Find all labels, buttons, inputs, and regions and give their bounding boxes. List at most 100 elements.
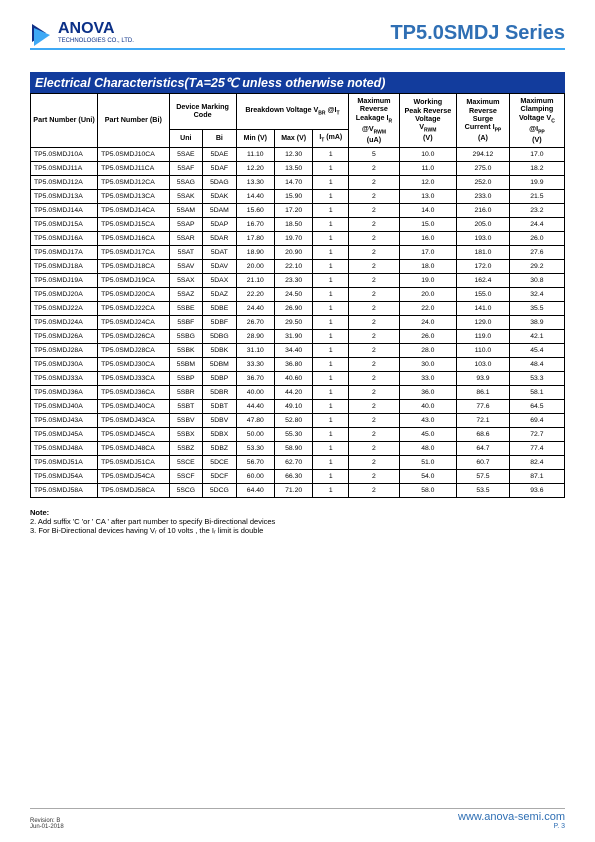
logo-name: ANOVA — [58, 20, 134, 38]
footer-url: www.anova-semi.com — [458, 811, 565, 823]
table-cell: 5SCE — [169, 456, 203, 470]
table-cell: 1 — [313, 456, 349, 470]
table-cell: 48.4 — [509, 358, 564, 372]
table-cell: 2 — [349, 372, 399, 386]
table-cell: TP5.0SMDJ26CA — [98, 330, 169, 344]
th-maxv: Max (V) — [274, 129, 312, 148]
table-cell: 5SBV — [169, 414, 203, 428]
table-cell: 5DAP — [203, 218, 237, 232]
table-cell: 2 — [349, 218, 399, 232]
table-cell: 5DAZ — [203, 288, 237, 302]
table-cell: 17.20 — [274, 204, 312, 218]
table-body: TP5.0SMDJ10ATP5.0SMDJ10CA5SAE5DAE11.1012… — [31, 148, 565, 498]
table-cell: 2 — [349, 400, 399, 414]
table-cell: 12.0 — [399, 176, 457, 190]
table-cell: TP5.0SMDJ13A — [31, 190, 98, 204]
table-cell: 2 — [349, 204, 399, 218]
table-cell: 5DCE — [203, 456, 237, 470]
table-cell: 40.0 — [399, 400, 457, 414]
table-cell: 2 — [349, 260, 399, 274]
logo-text: ANOVA TECHNOLOGIES CO., LTD. — [58, 20, 134, 44]
table-cell: 5DAE — [203, 148, 237, 162]
table-cell: 5SAE — [169, 148, 203, 162]
table-cell: 24.4 — [509, 218, 564, 232]
table-cell: 5DBE — [203, 302, 237, 316]
table-cell: 15.90 — [274, 190, 312, 204]
table-cell: 5SAZ — [169, 288, 203, 302]
table-cell: 15.60 — [236, 204, 274, 218]
table-cell: 20.90 — [274, 246, 312, 260]
table-row: TP5.0SMDJ15ATP5.0SMDJ15CA5SAP5DAP16.7018… — [31, 218, 565, 232]
table-cell: TP5.0SMDJ12CA — [98, 176, 169, 190]
table-cell: 30.8 — [509, 274, 564, 288]
table-cell: 16.0 — [399, 232, 457, 246]
table-row: TP5.0SMDJ48ATP5.0SMDJ48CA5SBZ5DBZ53.3058… — [31, 442, 565, 456]
table-cell: 252.0 — [457, 176, 510, 190]
notes-heading: Note: — [30, 508, 565, 517]
table-cell: TP5.0SMDJ58A — [31, 484, 98, 498]
table-cell: 49.10 — [274, 400, 312, 414]
table-cell: 40.00 — [236, 386, 274, 400]
table-cell: TP5.0SMDJ36A — [31, 386, 98, 400]
table-cell: 1 — [313, 176, 349, 190]
table-cell: 38.9 — [509, 316, 564, 330]
table-cell: 2 — [349, 232, 399, 246]
table-row: TP5.0SMDJ43ATP5.0SMDJ43CA5SBV5DBV47.8052… — [31, 414, 565, 428]
table-cell: 5SAK — [169, 190, 203, 204]
table-cell: 21.5 — [509, 190, 564, 204]
table-cell: 13.0 — [399, 190, 457, 204]
table-cell: 5SAX — [169, 274, 203, 288]
th-part-uni-label: Part Number (Uni) — [33, 116, 95, 124]
table-cell: TP5.0SMDJ43A — [31, 414, 98, 428]
table-cell: 22.20 — [236, 288, 274, 302]
table-cell: TP5.0SMDJ22CA — [98, 302, 169, 316]
table-cell: 64.5 — [509, 400, 564, 414]
table-cell: 5DAR — [203, 232, 237, 246]
table-cell: TP5.0SMDJ28CA — [98, 344, 169, 358]
table-cell: 1 — [313, 442, 349, 456]
table-cell: 24.40 — [236, 302, 274, 316]
table-cell: 1 — [313, 232, 349, 246]
table-cell: 50.00 — [236, 428, 274, 442]
th-vrwm: WorkingPeak ReverseVoltageVRWM(V) — [399, 94, 457, 148]
table-cell: 18.90 — [236, 246, 274, 260]
table-cell: 2 — [349, 456, 399, 470]
page: ANOVA TECHNOLOGIES CO., LTD. TP5.0SMDJ S… — [0, 0, 595, 842]
table-cell: 1 — [313, 274, 349, 288]
logo-sub: TECHNOLOGIES CO., LTD. — [58, 38, 134, 44]
table-cell: TP5.0SMDJ19A — [31, 274, 98, 288]
table-cell: 5DBT — [203, 400, 237, 414]
table-cell: 1 — [313, 344, 349, 358]
table-cell: 2 — [349, 470, 399, 484]
table-cell: 30.0 — [399, 358, 457, 372]
table-cell: 5DCG — [203, 484, 237, 498]
table-cell: TP5.0SMDJ15A — [31, 218, 98, 232]
logo: ANOVA TECHNOLOGIES CO., LTD. — [30, 20, 134, 46]
page-header: ANOVA TECHNOLOGIES CO., LTD. TP5.0SMDJ S… — [30, 20, 565, 50]
table-cell: 42.1 — [509, 330, 564, 344]
table-cell: 141.0 — [457, 302, 510, 316]
th-part-bi: Part Number (Bi) — [98, 94, 169, 148]
table-row: TP5.0SMDJ22ATP5.0SMDJ22CA5SBE5DBE24.4026… — [31, 302, 565, 316]
th-leak: MaximumReverseLeakage IR@VRWM(uA) — [349, 94, 399, 148]
table-row: TP5.0SMDJ40ATP5.0SMDJ40CA5SBT5DBT44.4049… — [31, 400, 565, 414]
table-cell: 22.0 — [399, 302, 457, 316]
table-cell: 18.50 — [274, 218, 312, 232]
table-cell: 26.0 — [509, 232, 564, 246]
table-cell: 26.90 — [274, 302, 312, 316]
th-device-bi: Bi — [203, 129, 237, 148]
table-cell: 12.20 — [236, 162, 274, 176]
table-cell: TP5.0SMDJ51CA — [98, 456, 169, 470]
table-cell: TP5.0SMDJ24CA — [98, 316, 169, 330]
th-device-uni: Uni — [169, 129, 203, 148]
table-cell: 216.0 — [457, 204, 510, 218]
table-cell: 5DBX — [203, 428, 237, 442]
table-cell: 2 — [349, 442, 399, 456]
table-cell: 5SCG — [169, 484, 203, 498]
table-cell: 205.0 — [457, 218, 510, 232]
table-cell: TP5.0SMDJ10A — [31, 148, 98, 162]
table-cell: 5SBT — [169, 400, 203, 414]
table-cell: 87.1 — [509, 470, 564, 484]
table-cell: 5SBP — [169, 372, 203, 386]
table-cell: 5SAT — [169, 246, 203, 260]
